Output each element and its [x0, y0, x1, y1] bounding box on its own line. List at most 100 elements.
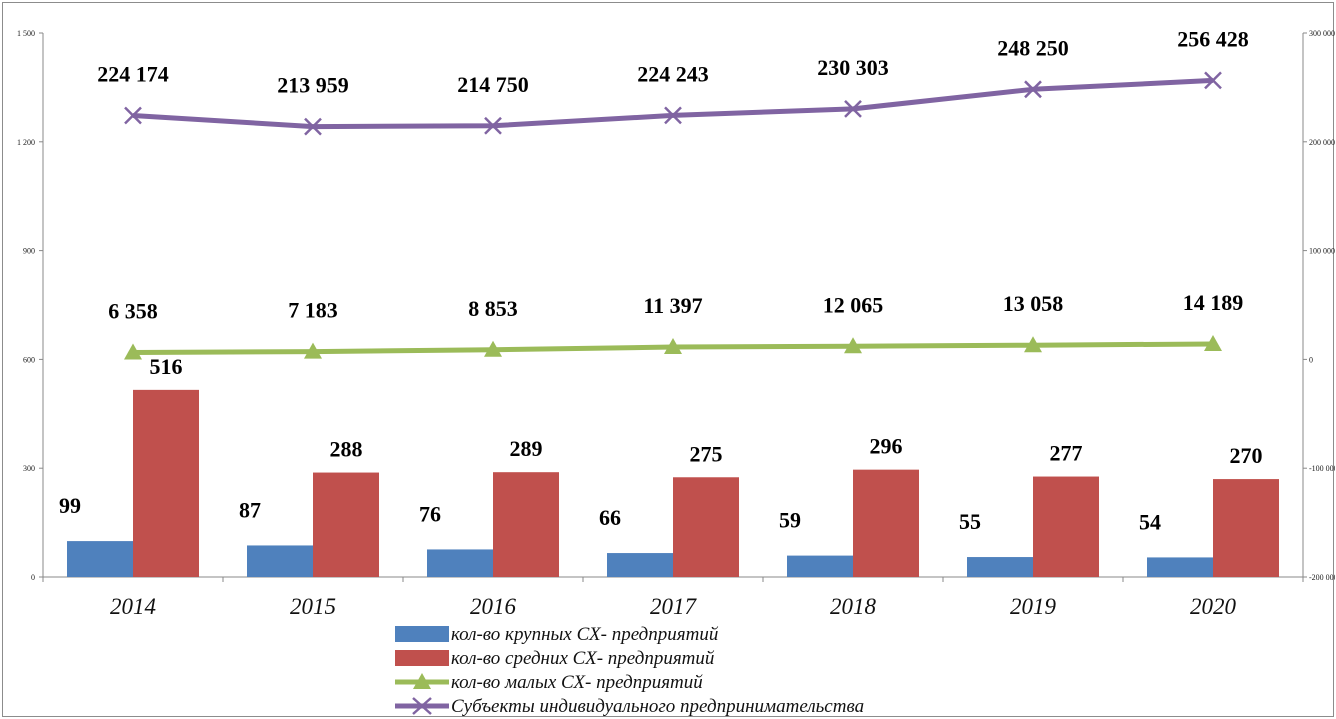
legend-label: кол-во крупных СХ- предприятий	[451, 624, 719, 645]
line-point-marker	[664, 106, 682, 125]
marker-stroke	[1024, 80, 1042, 99]
bar-value-label: 296	[870, 434, 903, 459]
line-value-label: 213 959	[277, 73, 349, 98]
marker-stroke	[304, 117, 322, 136]
x-tick-label: 2019	[1010, 594, 1057, 619]
y-right-tick-label: 200 000	[1309, 138, 1335, 147]
line-point-marker	[844, 99, 862, 118]
labels-layer: 99 87 76 66 59 55 54 516 288 289 275 296 277 270 6 358…	[59, 26, 1263, 534]
line-value-label: 6 358	[108, 298, 158, 323]
line-value-label: 230 303	[817, 55, 889, 80]
y-left-tick-label: 600	[23, 355, 35, 364]
y-right-tick-label: 300 000	[1309, 29, 1335, 38]
line-point-marker	[124, 343, 142, 360]
x-tick-label: 2017	[650, 594, 698, 619]
marker-stroke	[844, 99, 862, 118]
line-point-marker	[664, 338, 682, 355]
bar	[1033, 476, 1099, 577]
x-tick-label: 2018	[830, 594, 877, 619]
bar	[853, 469, 919, 577]
legend-label: кол-во средних СХ- предприятий	[451, 648, 715, 669]
bar-value-label: 59	[779, 508, 801, 533]
line-point-marker	[304, 117, 322, 136]
legend-item: кол-во средних СХ- предприятий	[395, 648, 715, 669]
bar	[607, 553, 673, 577]
bar	[493, 472, 559, 577]
x-tick-label: 2020	[1190, 594, 1237, 619]
y-left-tick-label: 900	[23, 247, 35, 256]
line-value-label: 8 853	[468, 296, 518, 321]
line-point-marker	[484, 340, 502, 357]
bar-value-label: 55	[959, 509, 981, 534]
legend-item: кол-во крупных СХ- предприятий	[395, 624, 719, 645]
bar-value-label: 275	[690, 441, 723, 466]
y-left-tick-label: 1 500	[17, 29, 35, 38]
bar-value-label: 288	[330, 437, 363, 462]
marker-stroke	[124, 106, 142, 125]
legend: кол-во крупных СХ- предприятий кол-во сре…	[395, 624, 864, 717]
bar-value-label: 277	[1050, 441, 1083, 466]
y-right-tick-label: 100 000	[1309, 247, 1335, 256]
legend-label: Субъекты индивидуального предприниматель…	[451, 696, 864, 717]
y-left-tick-label: 1 200	[17, 138, 35, 147]
y-left-tick-label: 0	[31, 573, 35, 582]
y-right-tick-label: -200 000	[1309, 573, 1335, 582]
line-point-marker	[1204, 334, 1222, 351]
line-point-marker	[124, 106, 142, 125]
line-point-marker	[304, 342, 322, 359]
line-point-marker	[1204, 71, 1222, 90]
bar	[1213, 479, 1279, 577]
bar	[787, 555, 853, 577]
x-tick-label: 2014	[110, 594, 156, 619]
bar-value-label: 54	[1139, 509, 1161, 534]
line-value-label: 7 183	[288, 298, 338, 323]
plot-axes: 0 300 600 900 1 200 1 500 -200 000 -100 000 0 100…	[17, 29, 1335, 619]
legend-swatch	[395, 626, 449, 642]
line-value-label: 224 243	[637, 61, 709, 86]
bar-value-label: 516	[150, 354, 183, 379]
legend-swatch	[395, 650, 449, 666]
bar	[313, 472, 379, 577]
line-value-label: 248 250	[997, 35, 1069, 60]
y-right-tick-label: 0	[1309, 355, 1313, 364]
bar-value-label: 66	[599, 505, 621, 530]
bar-value-label: 289	[510, 436, 543, 461]
line-value-label: 14 189	[1183, 290, 1244, 315]
bar	[67, 541, 133, 577]
marker-stroke	[1204, 71, 1222, 90]
line-value-label: 224 174	[97, 61, 169, 86]
bar	[133, 389, 199, 577]
bar-value-label: 76	[419, 501, 441, 526]
bar	[673, 477, 739, 577]
legend-marker	[413, 673, 431, 689]
line-point-marker	[1024, 80, 1042, 99]
lines-layer	[124, 71, 1222, 360]
line-value-label: 214 750	[457, 72, 529, 97]
legend-item: кол-во малых СХ- предприятий	[395, 672, 703, 693]
x-tick-label: 2016	[470, 594, 517, 619]
line-value-label: 12 065	[823, 292, 884, 317]
marker-stroke	[664, 106, 682, 125]
x-tick-label: 2015	[290, 594, 336, 619]
legend-marker	[412, 697, 432, 715]
line-point-marker	[484, 116, 502, 135]
bar	[427, 549, 493, 577]
bar	[1147, 557, 1213, 577]
bar	[247, 545, 313, 577]
bar-value-label: 99	[59, 493, 81, 518]
legend-label: кол-во малых СХ- предприятий	[451, 672, 703, 693]
line-point-marker	[1024, 336, 1042, 353]
line-point-marker	[844, 337, 862, 354]
line-value-label: 256 428	[1177, 26, 1249, 51]
y-left-tick-label: 300	[23, 464, 35, 473]
chart-svg: 0 300 600 900 1 200 1 500 -200 000 -100 000 0 100…	[17, 26, 1335, 717]
bar-value-label: 87	[239, 497, 261, 522]
line-value-label: 11 397	[643, 293, 702, 318]
legend-item: Субъекты индивидуального предприниматель…	[395, 696, 864, 717]
bars-layer	[67, 389, 1279, 577]
bar-value-label: 270	[1230, 443, 1263, 468]
bar	[967, 557, 1033, 577]
y-right-tick-label: -100 000	[1309, 464, 1335, 473]
marker-stroke	[484, 116, 502, 135]
